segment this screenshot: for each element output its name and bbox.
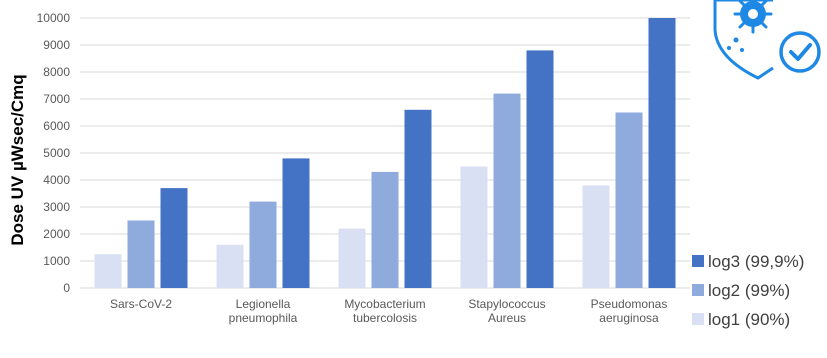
category-label-line: pneumophila — [229, 311, 298, 325]
y-tick-label: 8000 — [43, 65, 70, 79]
category-label: Sars-CoV-2 — [110, 297, 172, 311]
y-tick-label: 9000 — [43, 38, 70, 52]
bar — [216, 244, 244, 288]
category-label-line: aeruginosa — [599, 311, 659, 325]
bar — [127, 220, 155, 288]
y-axis-label: Dose UV µWsec/Cmq — [8, 74, 27, 245]
bar — [404, 109, 432, 288]
bar — [460, 166, 488, 288]
y-tick-label: 6000 — [43, 119, 70, 133]
y-tick-labels: 0 1000 2000 3000 4000 5000 6000 7000 8000 9000 100… — [37, 11, 71, 295]
legend-swatch — [692, 313, 704, 325]
bar — [160, 188, 188, 288]
y-tick-label: 5000 — [43, 146, 70, 160]
legend-label: log1 (90%) — [708, 310, 790, 329]
category-label-line: Sars-CoV-2 — [110, 297, 172, 311]
bars — [94, 18, 676, 289]
y-tick-label: 0 — [63, 281, 70, 295]
legend-swatch — [692, 255, 704, 267]
legend-label: log3 (99,9%) — [708, 252, 804, 271]
virus-shield-check-icon — [713, 0, 821, 80]
bar — [493, 93, 521, 288]
category-label-line: Legionella — [236, 297, 291, 311]
bar — [615, 112, 643, 288]
y-tick-label: 4000 — [43, 173, 70, 187]
category-label: Mycobacterium tubercolosis — [344, 297, 425, 325]
bar — [526, 50, 554, 289]
category-label: Pseudomonas aeruginosa — [591, 297, 668, 325]
bar — [648, 18, 676, 288]
y-tick-label: 2000 — [43, 227, 70, 241]
category-label-line: Stapylococcus — [468, 297, 545, 311]
bar — [282, 158, 310, 288]
bar — [94, 254, 122, 288]
bar — [338, 228, 366, 288]
bar — [582, 185, 610, 288]
category-labels: Sars-CoV-2 Legionella pneumophila Mycobacte… — [110, 297, 667, 325]
category-label-line: Mycobacterium — [344, 297, 425, 311]
y-tick-label: 3000 — [43, 200, 70, 214]
bar — [249, 201, 277, 288]
y-tick-label: 7000 — [43, 92, 70, 106]
y-tick-label: 10000 — [37, 11, 71, 25]
category-label-line: Pseudomonas — [591, 297, 668, 311]
category-label-line: tubercolosis — [353, 311, 417, 325]
bar — [371, 171, 399, 288]
legend-label: log2 (99%) — [708, 281, 790, 300]
category-label-line: Aureus — [488, 311, 526, 325]
category-label: Legionella pneumophila — [229, 297, 298, 325]
legend: log3 (99,9%) log2 (99%) log1 (90%) — [692, 252, 804, 329]
legend-swatch — [692, 284, 704, 296]
y-tick-label: 1000 — [43, 254, 70, 268]
category-label: Stapylococcus Aureus — [468, 297, 545, 325]
